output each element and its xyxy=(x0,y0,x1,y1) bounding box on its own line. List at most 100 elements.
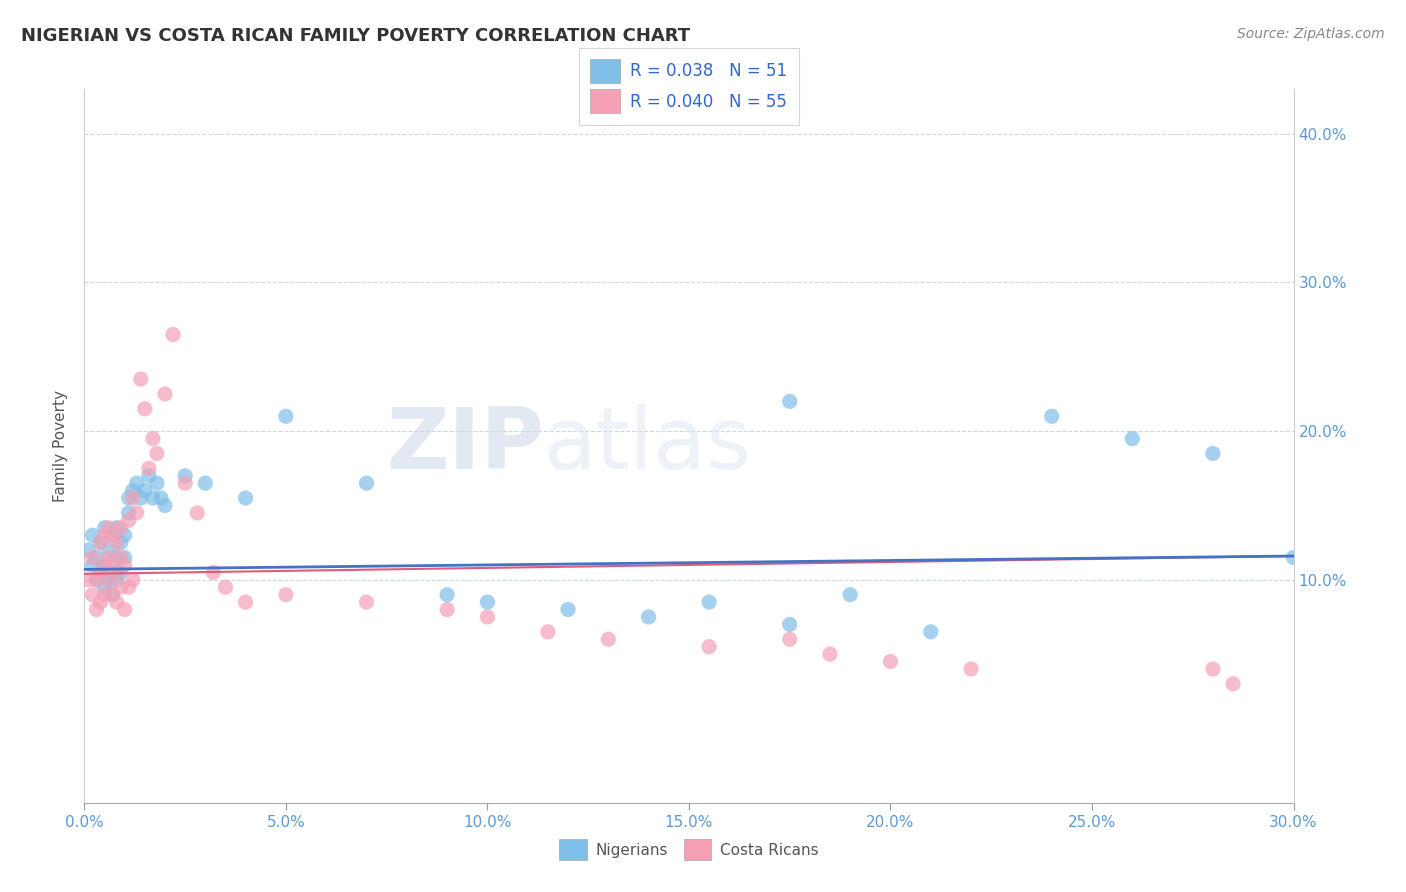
Point xyxy=(93,558,115,572)
Point xyxy=(129,372,152,386)
Point xyxy=(82,528,104,542)
Point xyxy=(118,513,141,527)
Point xyxy=(202,566,225,580)
Point xyxy=(105,566,128,580)
Point xyxy=(82,588,104,602)
Point xyxy=(879,655,901,669)
Point xyxy=(121,573,143,587)
Point xyxy=(637,610,659,624)
Point xyxy=(110,521,132,535)
Point xyxy=(86,573,108,587)
Text: NIGERIAN VS COSTA RICAN FAMILY POVERTY CORRELATION CHART: NIGERIAN VS COSTA RICAN FAMILY POVERTY C… xyxy=(21,27,690,45)
Point xyxy=(86,573,108,587)
Point xyxy=(920,624,942,639)
Point xyxy=(697,595,720,609)
Point xyxy=(97,573,120,587)
Point xyxy=(101,558,124,572)
Point xyxy=(186,506,208,520)
Point xyxy=(153,387,176,401)
Point xyxy=(436,602,458,616)
Point xyxy=(121,491,143,505)
Point xyxy=(960,662,983,676)
Point xyxy=(110,566,132,580)
Point xyxy=(105,573,128,587)
Point xyxy=(114,602,136,616)
Point xyxy=(77,573,100,587)
Point xyxy=(82,550,104,565)
Point xyxy=(125,506,148,520)
Point xyxy=(93,558,115,572)
Point xyxy=(146,446,169,460)
Point xyxy=(129,491,152,505)
Point xyxy=(101,528,124,542)
Point xyxy=(93,521,115,535)
Point xyxy=(436,588,458,602)
Point xyxy=(477,595,499,609)
Point xyxy=(125,476,148,491)
Point xyxy=(110,535,132,549)
Point xyxy=(82,558,104,572)
Point xyxy=(105,595,128,609)
Point xyxy=(174,468,197,483)
Point xyxy=(114,558,136,572)
Point xyxy=(1202,662,1225,676)
Point xyxy=(89,595,111,609)
Point xyxy=(1282,550,1305,565)
Point xyxy=(162,327,184,342)
Point xyxy=(77,543,100,558)
Point xyxy=(697,640,720,654)
Point xyxy=(1040,409,1063,424)
Text: ZIP: ZIP xyxy=(387,404,544,488)
Point xyxy=(174,476,197,491)
Point xyxy=(779,632,801,647)
Point xyxy=(138,468,160,483)
Point xyxy=(839,588,862,602)
Point xyxy=(105,521,128,535)
Point xyxy=(537,624,560,639)
Point xyxy=(779,617,801,632)
Point xyxy=(146,476,169,491)
Text: atlas: atlas xyxy=(544,404,752,488)
Point xyxy=(1202,446,1225,460)
Point xyxy=(356,595,378,609)
Point xyxy=(114,550,136,565)
Point xyxy=(101,588,124,602)
Point xyxy=(118,491,141,505)
Point xyxy=(598,632,620,647)
Point xyxy=(101,566,124,580)
Point xyxy=(134,401,156,416)
Point xyxy=(153,499,176,513)
Point xyxy=(214,580,236,594)
Point xyxy=(89,566,111,580)
Point xyxy=(101,588,124,602)
Point xyxy=(86,602,108,616)
Point xyxy=(134,483,156,498)
Point xyxy=(89,535,111,549)
Point xyxy=(93,580,115,594)
Point xyxy=(110,550,132,565)
Point xyxy=(89,535,111,549)
Text: Source: ZipAtlas.com: Source: ZipAtlas.com xyxy=(1237,27,1385,41)
Point xyxy=(101,528,124,542)
Point xyxy=(118,580,141,594)
Point xyxy=(142,432,165,446)
Point xyxy=(93,588,115,602)
Point xyxy=(89,566,111,580)
Point xyxy=(105,550,128,565)
Legend: Nigerians, Costa Ricans: Nigerians, Costa Ricans xyxy=(553,832,825,866)
Point xyxy=(1121,432,1143,446)
Point xyxy=(118,506,141,520)
Point xyxy=(114,528,136,542)
Point xyxy=(138,461,160,475)
Point xyxy=(779,394,801,409)
Point xyxy=(149,491,172,505)
Point xyxy=(93,528,115,542)
Point xyxy=(274,409,297,424)
Point xyxy=(274,588,297,602)
Point xyxy=(235,595,257,609)
Point xyxy=(97,521,120,535)
Point xyxy=(1222,677,1244,691)
Point xyxy=(356,476,378,491)
Point xyxy=(142,491,165,505)
Point xyxy=(557,602,579,616)
